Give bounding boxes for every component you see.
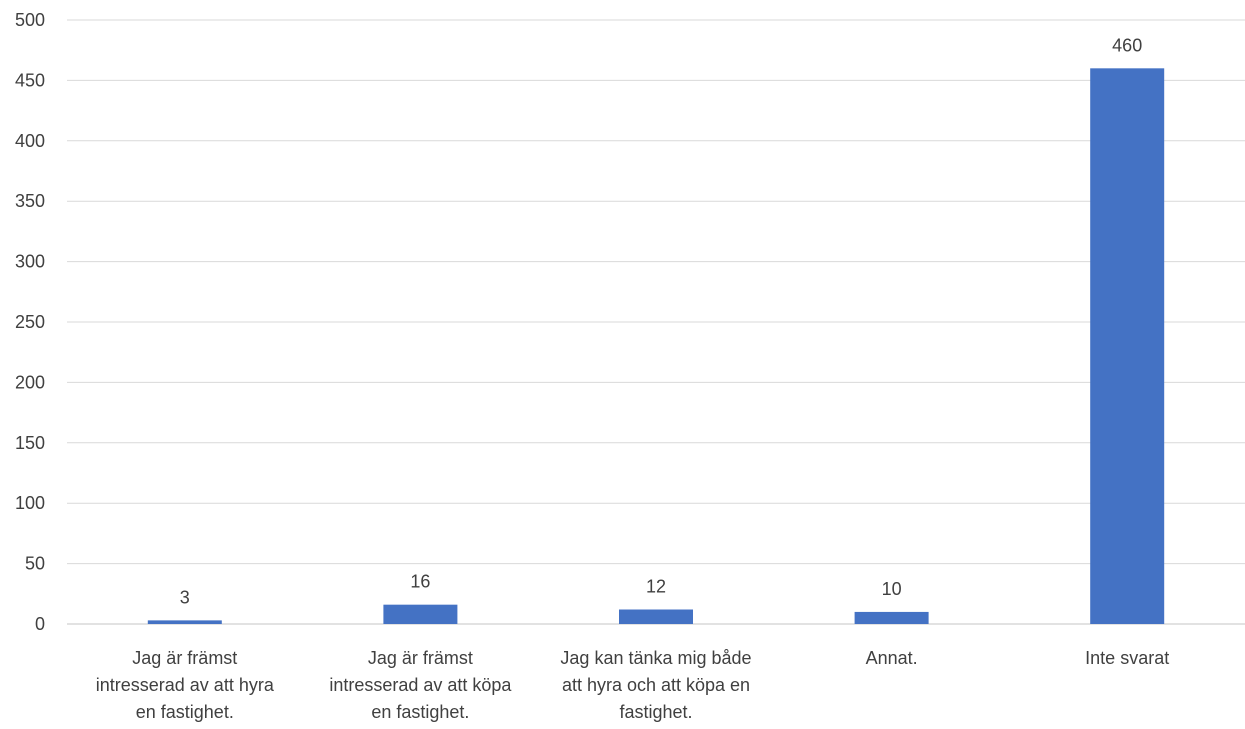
bars — [147, 68, 1165, 624]
data-label: 10 — [882, 579, 902, 599]
y-tick-label: 450 — [15, 70, 45, 90]
x-category-label-line: intresserad av att hyra — [96, 675, 275, 695]
x-category-label-line: en fastighet. — [136, 702, 234, 722]
x-category-label: Jag är främst intresserad av att hyra en f… — [96, 648, 275, 722]
bar — [619, 609, 693, 624]
bar — [1090, 68, 1165, 624]
y-tick-label: 350 — [15, 191, 45, 211]
y-tick-label: 300 — [15, 252, 45, 272]
y-tick-label: 0 — [35, 614, 45, 634]
x-category-label-line: Jag kan tänka mig både — [560, 648, 751, 668]
x-category-label: Annat. — [866, 648, 918, 668]
x-category-label-line: att hyra och att köpa en — [562, 675, 750, 695]
data-label: 3 — [180, 587, 190, 607]
x-category-label-line: Jag är främst — [132, 648, 237, 668]
x-category-label-line: Jag är främst — [368, 648, 473, 668]
data-label: 12 — [646, 577, 666, 597]
x-category-label-line: Annat. — [866, 648, 918, 668]
bar — [147, 620, 222, 624]
x-category-label: Jag kan tänka mig både att hyra och att k… — [560, 648, 751, 722]
y-tick-label: 400 — [15, 131, 45, 151]
x-category-label-line: en fastighet. — [371, 702, 469, 722]
y-tick-label: 500 — [15, 10, 45, 30]
bar — [383, 604, 458, 624]
x-category-label: Jag är främst intresserad av att köpa en f… — [329, 648, 512, 722]
x-category-label-line: fastighet. — [619, 702, 692, 722]
y-tick-label: 150 — [15, 433, 45, 453]
x-category-label-line: Inte svarat — [1085, 648, 1169, 668]
y-tick-label: 250 — [15, 312, 45, 332]
data-label: 16 — [410, 572, 430, 592]
gridlines — [67, 19, 1245, 625]
x-category-label-line: intresserad av att köpa — [329, 675, 512, 695]
y-axis-ticks: 0 50 100 150 200 250 300 350 400 450 500 — [15, 10, 45, 634]
data-label: 460 — [1112, 35, 1142, 55]
y-tick-label: 200 — [15, 372, 45, 392]
bar — [854, 611, 929, 624]
x-axis-categories: Jag är främst intresserad av att hyra en f… — [96, 648, 1169, 722]
y-tick-label: 100 — [15, 493, 45, 513]
x-category-label: Inte svarat — [1085, 648, 1169, 668]
y-tick-label: 50 — [25, 554, 45, 574]
data-labels: 3 16 12 10 460 — [180, 35, 1142, 607]
